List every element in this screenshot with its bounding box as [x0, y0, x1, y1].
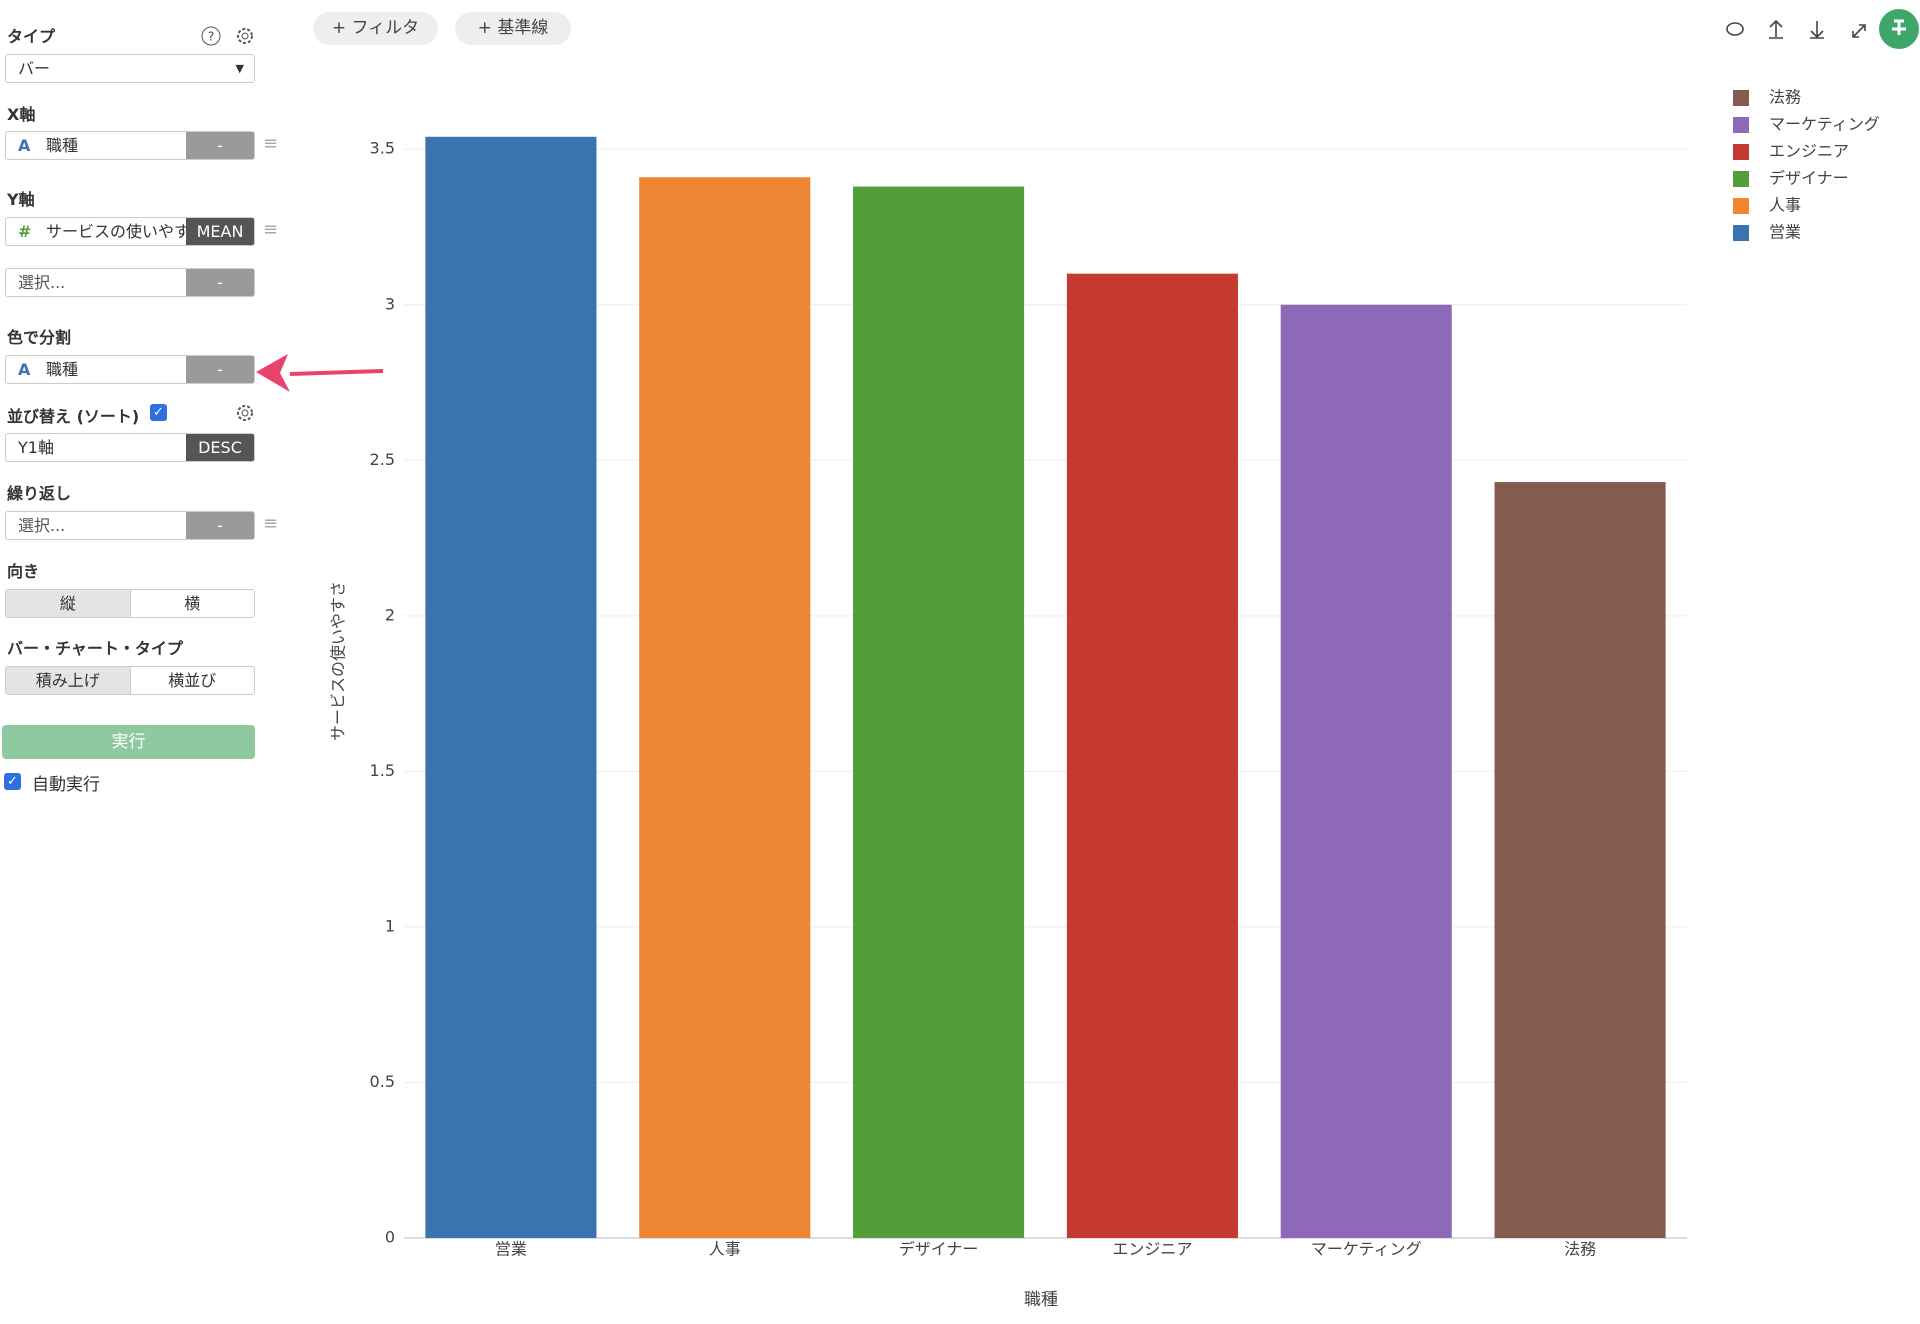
legend-swatch: [1733, 198, 1749, 214]
repeat-field[interactable]: 選択... -: [5, 511, 255, 540]
x-tick-label: デザイナー: [899, 1240, 979, 1259]
x-axis-title: 職種: [1024, 1290, 1058, 1310]
orientation-label: 向き: [7, 562, 40, 581]
legend-label: マーケティング: [1769, 115, 1880, 134]
legend-swatch: [1733, 90, 1749, 106]
repeat-label: 繰り返し: [7, 484, 72, 503]
top-icons[interactable]: [1720, 9, 1920, 51]
run-button[interactable]: 実行: [2, 725, 255, 759]
legend-label: エンジニア: [1769, 142, 1849, 161]
x-tick-label: 法務: [1564, 1240, 1596, 1259]
agg-button[interactable]: -: [186, 512, 254, 539]
field-name: Y1軸: [18, 438, 54, 457]
option[interactable]: 横並び: [168, 671, 217, 690]
legend-swatch: [1733, 225, 1749, 241]
field-name: 選択...: [18, 273, 66, 292]
y-axis-field[interactable]: # サービスの使いやすさMEAN: [5, 217, 255, 246]
drag-handle[interactable]: ≡: [263, 219, 279, 240]
field-icon: A: [18, 360, 31, 379]
y-tick-label: 2.5: [370, 450, 395, 469]
x-tick-label: 営業: [495, 1240, 527, 1259]
bar-type-toggle[interactable]: 積み上げ 横並び: [5, 666, 255, 695]
x-axis-label: X軸: [7, 105, 36, 124]
drag-handle[interactable]: ≡: [263, 133, 279, 154]
auto-run-checkbox[interactable]: ✓: [4, 773, 21, 790]
sort-field[interactable]: Y1軸 DESC: [5, 433, 255, 462]
svg-text:?: ?: [208, 30, 214, 44]
sort-label: 並び替え (ソート): [7, 407, 140, 426]
legend-label: 人事: [1769, 196, 1801, 215]
y-tick-label: 3: [385, 294, 395, 313]
field-name: 職種: [46, 360, 79, 379]
agg-button[interactable]: -: [186, 269, 254, 296]
x-axis-field[interactable]: A 職種 -: [5, 131, 255, 160]
x-tick-label: エンジニア: [1112, 1240, 1192, 1259]
y-axis-title: サービスの使いやすさ: [329, 581, 348, 741]
field-icon: #: [18, 222, 32, 241]
y-axis-label: Y軸: [7, 190, 35, 209]
agg-button[interactable]: MEAN: [186, 218, 254, 245]
legend-label: 営業: [1769, 223, 1801, 242]
sort-checkbox[interactable]: ✓: [150, 404, 167, 421]
field-name: サービスの使いやすさ: [46, 222, 186, 241]
legend-label: 法務: [1769, 88, 1801, 107]
bar: [1066, 273, 1238, 1238]
legend-swatch: [1733, 171, 1749, 187]
orientation-toggle[interactable]: 縦横: [5, 589, 255, 618]
y2-field[interactable]: 選択... -: [5, 268, 255, 297]
x-tick-label: 人事: [709, 1240, 741, 1259]
type-value: バー: [18, 59, 51, 78]
x-tick-label: マーケティング: [1311, 1240, 1422, 1259]
field-name: 選択...: [18, 516, 66, 535]
sort-order[interactable]: DESC: [186, 434, 254, 461]
type-label: タイプ: [7, 27, 56, 46]
bar: [1494, 482, 1666, 1238]
agg-button[interactable]: -: [186, 132, 254, 159]
auto-run-label: 自動実行: [32, 775, 100, 795]
filter-button[interactable]: + フィルタ: [313, 12, 438, 45]
y-tick-label: 0: [385, 1228, 395, 1247]
legend-label: デザイナー: [1769, 169, 1849, 188]
option[interactable]: 横: [184, 594, 201, 613]
reference-line-button[interactable]: + 基準線: [455, 12, 571, 45]
y-tick-label: 1: [385, 916, 395, 935]
bar: [853, 186, 1025, 1239]
bar: [1280, 304, 1452, 1239]
y-tick-label: 3.5: [370, 139, 395, 158]
pointer-arrow: [256, 354, 384, 392]
field-icon: A: [18, 136, 31, 155]
field-name: 職種: [46, 136, 79, 155]
color-label: 色で分割: [7, 328, 72, 347]
option[interactable]: 縦: [6, 590, 131, 617]
agg-button[interactable]: -: [186, 356, 254, 383]
legend-swatch: [1733, 144, 1749, 160]
type-select[interactable]: バー ▼: [5, 54, 255, 83]
color-field[interactable]: A 職種 -: [5, 355, 255, 384]
y-tick-label: 1.5: [370, 761, 395, 780]
bar: [425, 136, 597, 1239]
sort-settings[interactable]: [234, 402, 256, 424]
legend-swatch: [1733, 117, 1749, 133]
drag-handle[interactable]: ≡: [263, 513, 279, 534]
type-icons[interactable]: ?: [200, 24, 260, 48]
y-tick-label: 2: [385, 605, 395, 624]
bar: [639, 177, 811, 1239]
y-tick-label: 0.5: [370, 1072, 395, 1091]
option[interactable]: 積み上げ: [6, 667, 131, 694]
bar-type-label: バー・チャート・タイプ: [7, 639, 183, 658]
